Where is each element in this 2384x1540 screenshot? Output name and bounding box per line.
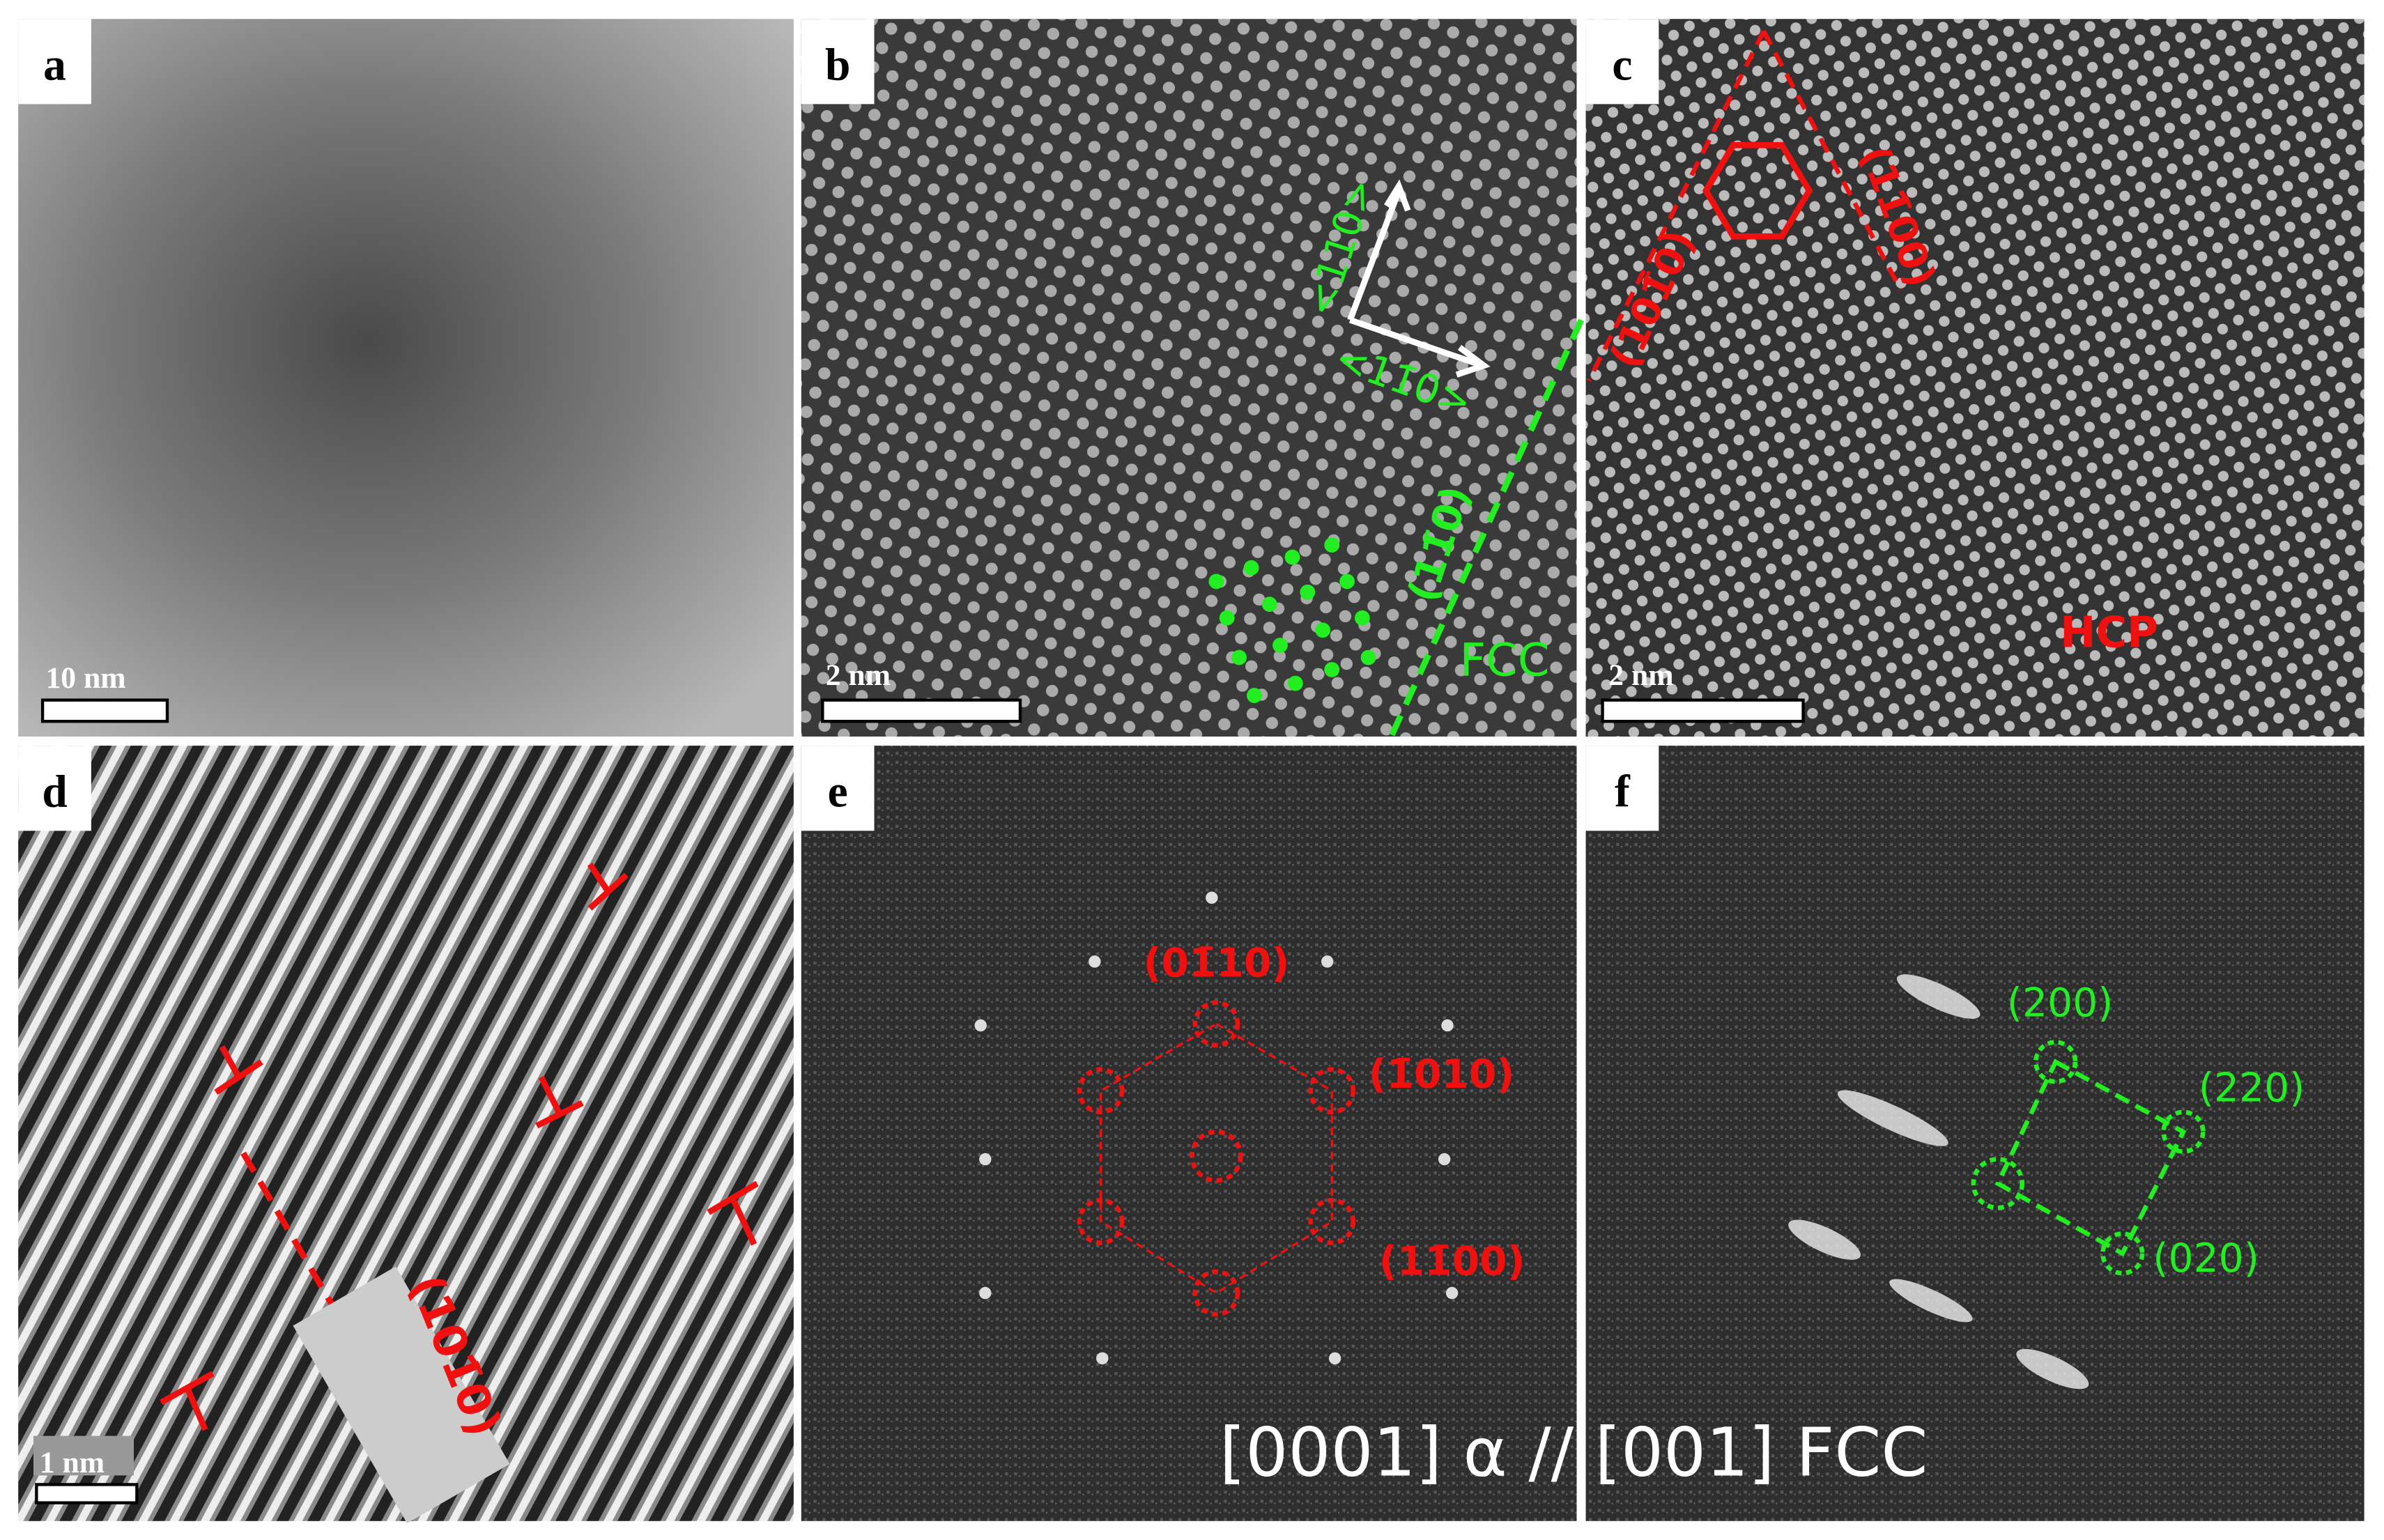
scale-bar: [35, 1483, 139, 1504]
atom-dots: [1208, 537, 1376, 704]
hexagon: [1702, 141, 1813, 240]
panel-b-image: [801, 19, 1577, 737]
spot-label: (020): [2153, 1235, 2259, 1281]
phase-label: HCP: [2060, 608, 2158, 657]
phase-label: FCC: [1459, 634, 1549, 687]
spot-label: (1̄010): [1369, 1052, 1515, 1098]
scale-bar-bg: [33, 1435, 134, 1476]
scale-bar-label: 1 nm: [40, 1446, 105, 1479]
scale-bars: 10 nm 2 nm 2 nm 1 nm: [33, 659, 1805, 1504]
spot-label: (11̄00): [1379, 1238, 1525, 1284]
scale-bar: [40, 698, 169, 723]
scale-bar: [1601, 698, 1805, 723]
panel-e-annotations: (01̄10) (1̄010) (11̄00): [974, 891, 1525, 1365]
square: [1994, 1058, 2187, 1257]
spot-label: (220): [2199, 1065, 2305, 1111]
label-box: [801, 19, 875, 105]
panel-label: d: [42, 767, 67, 817]
panel-f-annotations: (200) (220) (020): [1788, 974, 2305, 1389]
label-box: [18, 746, 91, 831]
label-box: [293, 1266, 510, 1523]
scale-bar-label: 10 nm: [45, 661, 125, 695]
scale-bar-label: 2 nm: [1608, 659, 1673, 692]
diffraction-spots: [974, 891, 1459, 1365]
scale-bar-label: 2 nm: [826, 659, 891, 692]
arrows: [1347, 179, 1491, 378]
spot-circles: [1077, 1000, 1356, 1317]
label-box: [18, 19, 91, 105]
panel-label: b: [825, 40, 850, 90]
panel-label: f: [1615, 767, 1631, 817]
panel-label: c: [1612, 40, 1632, 90]
diffraction-streaks: [1788, 974, 2089, 1389]
panel-a-image: [18, 19, 794, 737]
label-box: [1585, 746, 1659, 831]
dislocation-symbols: [160, 862, 759, 1431]
spot-label: (200): [2007, 980, 2114, 1026]
panel-labels: a b c d e f: [18, 19, 1659, 831]
boundary-line: [1388, 318, 1585, 738]
plane-lines: [1587, 30, 1903, 382]
panel-e-image: [801, 746, 1577, 1521]
panel-c-image: [1585, 19, 2364, 737]
scale-bar: [821, 698, 1022, 723]
label-box: [801, 746, 875, 831]
label-box: [1585, 19, 1659, 105]
panel-label: e: [828, 767, 848, 817]
panel-label: a: [43, 40, 66, 90]
caption: [0001] α // [001] FCC: [1220, 1413, 1928, 1491]
spot-label: (01̄10): [1144, 941, 1290, 987]
spot-circles: [1971, 1040, 2206, 1276]
panel-f-image: [1585, 746, 2364, 1521]
